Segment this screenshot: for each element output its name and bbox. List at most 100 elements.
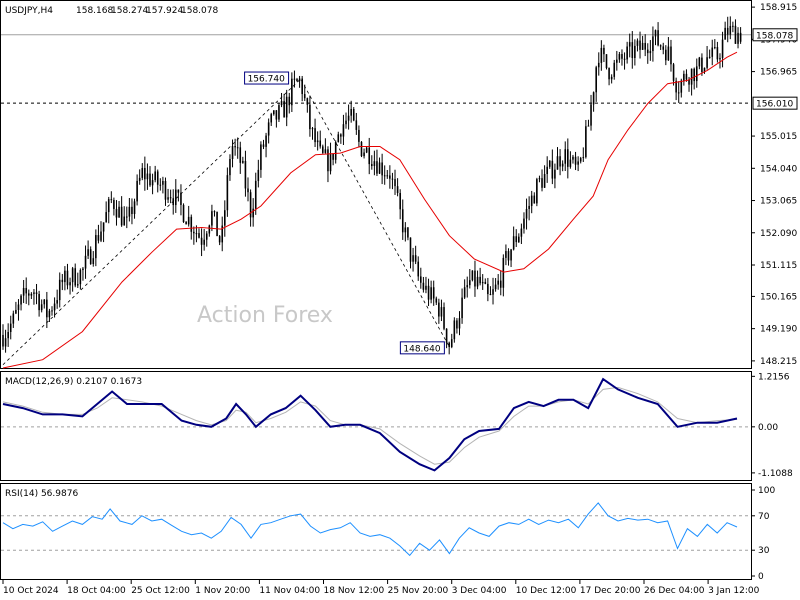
rsi-tick-label: 100 <box>758 486 775 496</box>
candle-body <box>616 59 618 63</box>
candle-body <box>187 216 190 225</box>
candle-body <box>273 110 275 115</box>
candle-body <box>386 175 389 177</box>
swing-low-label: 148.640 <box>403 344 440 354</box>
candle-body <box>288 96 291 106</box>
candle-body <box>146 173 149 180</box>
time-tick-label: 25 Nov 20:00 <box>388 586 449 596</box>
rsi-label: RSI(14) 56.9876 <box>5 489 78 499</box>
candle-body <box>144 167 146 180</box>
candle-body <box>510 249 512 261</box>
candle-body <box>314 128 316 143</box>
candle-body <box>695 66 698 82</box>
candle-body <box>322 146 324 153</box>
candle-body <box>587 125 590 127</box>
candle-body <box>298 78 301 82</box>
candle-body <box>35 292 38 295</box>
price-tick-label: 150.165 <box>760 292 797 302</box>
candle-body <box>714 47 716 49</box>
candle-body <box>399 192 401 210</box>
candle-body <box>51 310 53 312</box>
candle-body <box>737 32 739 44</box>
price-tags: 158.078 156.010 156.740 148.640 <box>244 28 798 355</box>
time-tick-label: 1 Nov 20:00 <box>195 586 250 596</box>
candle-body <box>708 56 711 58</box>
rsi-tick-label: 0 <box>758 572 764 582</box>
candle-body <box>407 227 409 238</box>
candle-body <box>15 309 17 314</box>
candle-body <box>223 210 226 226</box>
candle-body <box>242 160 244 163</box>
candle-body <box>592 92 595 105</box>
candle-body <box>118 206 120 218</box>
level-price-tag-box <box>752 96 798 110</box>
candle-body <box>193 231 195 234</box>
candle-body <box>412 255 414 262</box>
time-tick-label: 3 Dec 04:00 <box>452 586 507 596</box>
candle-body <box>438 302 440 317</box>
candle-body <box>528 205 530 209</box>
candle-body <box>345 120 347 125</box>
candle-body <box>169 197 172 199</box>
price-tick-label: 149.190 <box>760 325 797 335</box>
time-tick-label: 11 Nov 04:00 <box>259 586 320 596</box>
candle-body <box>309 104 311 130</box>
candle-body <box>337 134 340 142</box>
rsi-series-line <box>2 502 738 557</box>
candle-body <box>665 49 667 61</box>
current-price-tag: 158.078 <box>756 31 793 41</box>
candle-body <box>306 98 309 105</box>
candle-body <box>319 140 322 147</box>
candle-body <box>590 104 592 126</box>
rsi-panel-frame <box>0 483 752 580</box>
candle-body <box>231 146 234 159</box>
macd-panel-frame <box>0 371 752 481</box>
candle-body <box>218 236 221 243</box>
candle-body <box>719 57 721 60</box>
candle-body <box>461 297 463 319</box>
candle-body <box>634 45 636 59</box>
candle-body <box>79 270 82 285</box>
candle-body <box>4 338 7 347</box>
candle-body <box>649 51 652 54</box>
candle-body <box>138 177 141 181</box>
candle-body <box>585 126 587 158</box>
candle-body <box>476 276 479 287</box>
candle-body <box>494 284 497 290</box>
candle-body <box>293 78 296 80</box>
candle-body <box>474 270 476 287</box>
time-tick-label: 10 Oct 2024 <box>3 586 59 596</box>
candle-body <box>505 251 507 258</box>
candle-body <box>254 180 257 209</box>
candle-body <box>368 147 371 165</box>
candle-body <box>89 249 92 265</box>
candle-body <box>278 105 280 120</box>
candle-body <box>654 30 657 37</box>
candle-body <box>9 323 12 333</box>
candle-body <box>644 42 646 50</box>
candle-body <box>342 124 345 137</box>
candle-body <box>84 255 87 269</box>
candle-body <box>340 134 342 137</box>
candle-body <box>71 268 74 283</box>
price-tick-label: 152.090 <box>760 229 797 239</box>
candle-body <box>58 279 61 301</box>
candle-body <box>706 57 708 68</box>
candle-body <box>548 160 551 167</box>
candle-body <box>739 32 742 42</box>
candle-body <box>525 208 528 219</box>
candle-body <box>608 68 610 80</box>
candle-body <box>365 147 368 153</box>
candle-body <box>600 47 603 63</box>
candle-body <box>56 300 58 304</box>
candle-body <box>502 257 505 288</box>
candle-body <box>64 270 66 283</box>
candle-body <box>667 46 670 61</box>
candle-body <box>497 280 499 285</box>
candle-body <box>185 221 187 225</box>
candle-body <box>703 67 706 73</box>
candle-body <box>211 211 213 226</box>
candle-body <box>265 135 267 147</box>
candle-body <box>481 281 484 284</box>
candle-body <box>404 227 407 233</box>
